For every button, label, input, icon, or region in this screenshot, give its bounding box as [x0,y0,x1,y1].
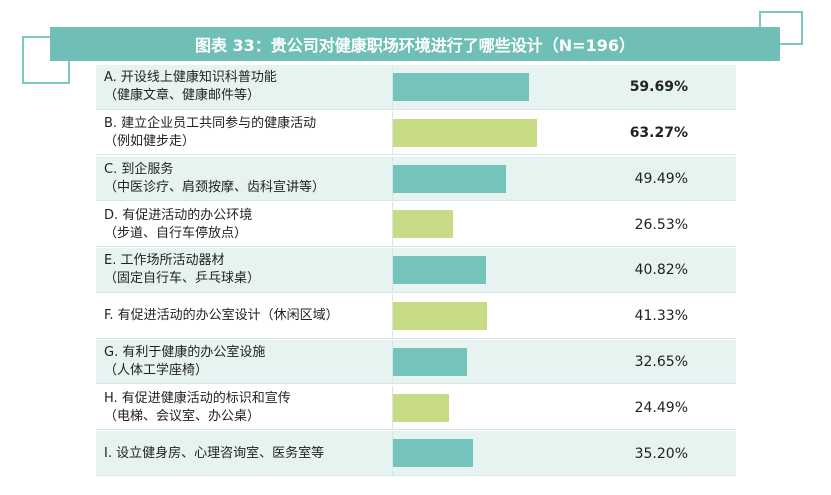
value-label: 40.82% [634,262,688,279]
column-divider [392,202,393,247]
category-label: F. 有促进活动的办公室设计（休闲区域） [104,294,389,339]
bar [393,347,468,376]
chart-row: E. 工作场所活动器材 （固定自行车、乒乓球桌） 40.82% [96,248,736,293]
category-label-line: C. 到企服务 [104,161,174,177]
category-label-line: （例如健步走） [104,134,196,150]
category-label-line: （步道、自行车停放点） [104,225,248,241]
row-separator [96,291,736,293]
chart-row: A. 开设线上健康知识科普功能 （健康文章、健康邮件等） 59.69% [96,65,736,110]
column-divider [392,431,393,476]
bar [393,210,454,239]
category-label-line: （电梯、会议室、办公桌） [104,408,261,424]
category-label: I. 设立健身房、心理咨询室、医务室等 [104,431,389,476]
value-label: 59.69% [629,79,688,96]
row-separator [96,200,736,202]
row-separator [96,337,736,339]
column-divider [392,110,393,156]
category-label: G. 有利于健康的办公室设施 （人体工学座椅） [104,340,389,385]
category-label-line: F. 有促进活动的办公室设计（休闲区域） [104,308,339,324]
category-label-line: I. 设立健身房、心理咨询室、医务室等 [104,445,325,461]
category-label-line: G. 有利于健康的办公室设施 [104,345,266,361]
category-label: E. 工作场所活动器材 （固定自行车、乒乓球桌） [104,248,389,293]
category-label-line: （中医诊疗、肩颈按摩、齿科宣讲等） [104,179,326,195]
chart-title: 图表 33：贵公司对健康职场环境进行了哪些设计（N=196） [50,27,780,61]
column-divider [392,156,393,202]
chart-row: D. 有促进活动的办公环境 （步道、自行车停放点） 26.53% [96,202,736,247]
category-label-line: （人体工学座椅） [104,363,209,379]
column-divider [392,339,393,385]
bar [393,256,487,285]
bar [393,118,538,147]
value-label: 49.49% [634,170,688,187]
value-label: 41.33% [634,308,688,325]
category-label: A. 开设线上健康知识科普功能 （健康文章、健康邮件等） [104,65,389,110]
chart-row: I. 设立健身房、心理咨询室、医务室等 35.20% [96,431,736,476]
row-separator [96,383,736,385]
column-divider [392,385,393,431]
column-divider [392,294,393,339]
chart-row: F. 有促进活动的办公室设计（休闲区域） 41.33% [96,294,736,339]
bar [393,393,449,422]
column-divider [392,248,393,293]
chart-row: C. 到企服务 （中医诊疗、肩颈按摩、齿科宣讲等） 49.49% [96,156,736,202]
value-label: 63.27% [629,125,688,142]
category-label-line: （固定自行车、乒乓球桌） [104,271,261,287]
category-label: H. 有促进健康活动的标识和宣传 （电梯、会议室、办公桌） [104,386,389,431]
category-label-line: A. 开设线上健康知识科普功能 [104,70,277,86]
row-separator [96,474,736,476]
bar [393,302,488,330]
row-separator [96,245,736,247]
category-label: B. 建立企业员工共同参与的健康活动 （例如健步走） [104,111,389,156]
category-label-line: B. 建立企业员工共同参与的健康活动 [104,116,317,132]
chart-row: H. 有促进健康活动的标识和宣传 （电梯、会议室、办公桌） 24.49% [96,385,736,431]
chart-table: A. 开设线上健康知识科普功能 （健康文章、健康邮件等） 59.69% B. 建立企业… [96,65,736,477]
category-label-line: （健康文章、健康邮件等） [104,88,261,104]
bar [393,73,530,101]
category-label-line: H. 有促进健康活动的标识和宣传 [104,390,291,406]
row-separator [96,108,736,110]
bar [393,439,474,468]
row-separator [96,154,736,156]
row-separator [96,429,736,431]
chart-row: G. 有利于健康的办公室设施 （人体工学座椅） 32.65% [96,339,736,385]
value-label: 26.53% [634,216,688,233]
column-divider [392,65,393,110]
value-label: 24.49% [634,399,688,416]
category-label: D. 有促进活动的办公环境 （步道、自行车停放点） [104,202,389,247]
bar [393,164,506,193]
chart-row: B. 建立企业员工共同参与的健康活动 （例如健步走） 63.27% [96,110,736,156]
value-label: 32.65% [634,354,688,371]
category-label: C. 到企服务 （中医诊疗、肩颈按摩、齿科宣讲等） [104,157,389,202]
value-label: 35.20% [634,445,688,462]
category-label-line: E. 工作场所活动器材 [104,253,225,269]
category-label-line: D. 有促进活动的办公环境 [104,207,253,223]
